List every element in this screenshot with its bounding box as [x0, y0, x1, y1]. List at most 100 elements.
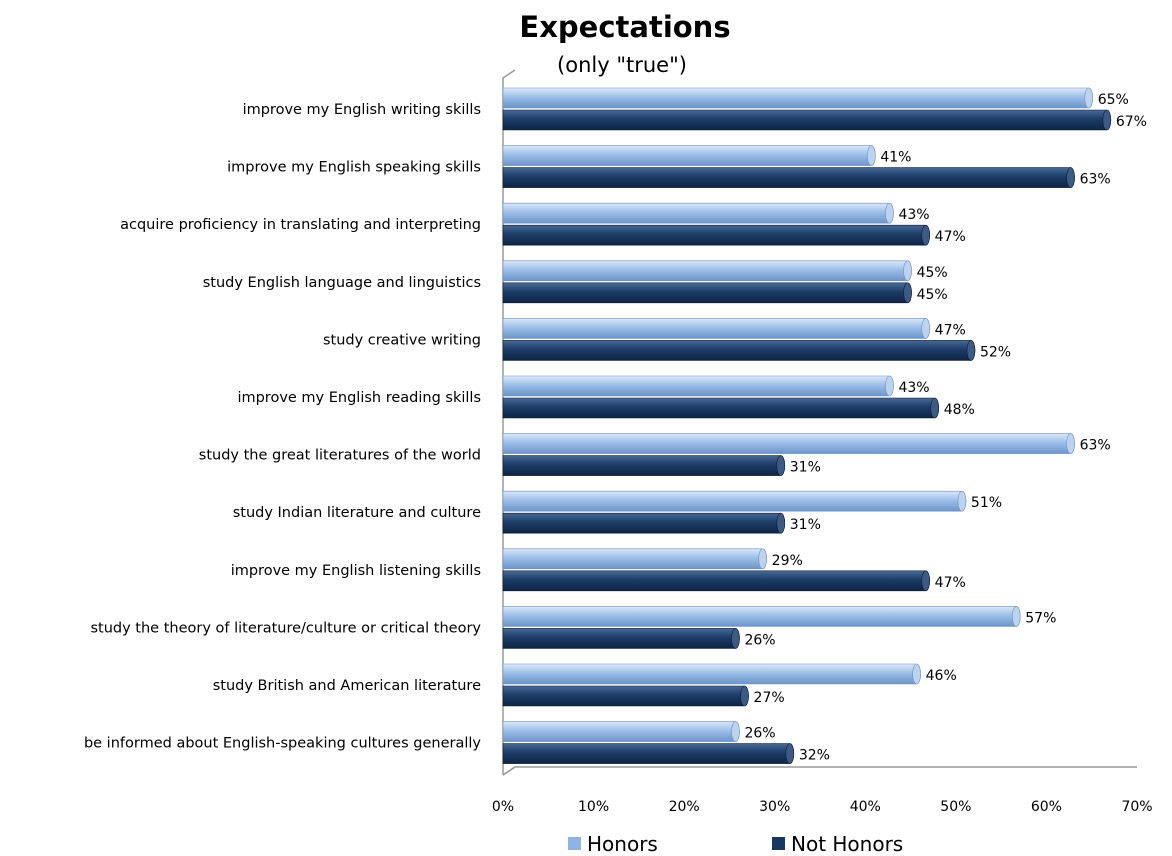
bar-honors [502, 145, 876, 166]
bar-cap [903, 282, 912, 304]
bar-cap [776, 455, 786, 476]
data-label: 67% [1116, 114, 1147, 130]
bar-honors [502, 202, 894, 224]
chart-subtitle: (only "true") [557, 53, 687, 77]
bar-not-honors [502, 570, 930, 592]
bar-not-honors [502, 340, 976, 361]
category-label: study English language and linguistics [203, 275, 481, 291]
bar-not-honors [502, 685, 749, 707]
category-label: study Indian literature and culture [233, 505, 481, 521]
bar-cap [930, 397, 940, 419]
data-label: 45% [917, 265, 948, 281]
legend-swatch [772, 837, 785, 850]
data-label: 63% [1080, 172, 1111, 188]
bar-cap [740, 685, 749, 707]
category-label: be informed about English-speaking cultu… [84, 736, 481, 752]
data-label: 32% [799, 748, 830, 764]
data-label: 27% [754, 690, 785, 706]
bar-cap [921, 318, 930, 339]
bar-cap [731, 721, 740, 742]
bar-honors [502, 490, 967, 512]
data-label: 45% [917, 287, 948, 303]
x-tick-label: 10% [578, 799, 609, 815]
x-tick-label: 30% [759, 799, 790, 815]
category-label: study British and American literature [213, 678, 481, 694]
data-label: 29% [772, 553, 803, 569]
bar-cap [867, 145, 876, 166]
y-axis-wall [502, 69, 516, 775]
bar-cap [921, 224, 930, 246]
category-label: study the theory of literature/culture o… [90, 620, 481, 636]
bar-not-honors [502, 628, 740, 649]
bar-not-honors [502, 109, 1112, 131]
bar-honors [502, 548, 767, 570]
chart-title: Expectations [519, 10, 730, 44]
data-label: 43% [898, 207, 929, 223]
legend-swatch [568, 837, 581, 850]
x-tick-labels: 0% 10% 20% 30% 40% 50% 60% 70% [492, 799, 1153, 815]
bar-not-honors [502, 224, 930, 246]
bar-cap [731, 628, 740, 649]
bar-honors [502, 87, 1094, 109]
bar-not-honors [502, 743, 795, 764]
category-label: improve my English listening skills [231, 563, 481, 579]
bar-cap [921, 570, 930, 592]
bar-honors [502, 663, 921, 685]
bar-cap [885, 375, 894, 397]
bar-not-honors [502, 455, 786, 476]
category-label: improve my English speaking skills [227, 160, 481, 176]
data-label: 46% [926, 668, 957, 684]
data-label: 48% [944, 402, 975, 418]
bar-cap [785, 743, 795, 764]
legend: Honors Not Honors [568, 832, 903, 856]
x-tick-label: 40% [850, 799, 881, 815]
data-label: 47% [935, 229, 966, 245]
bar-not-honors [502, 512, 786, 534]
x-tick-label: 50% [940, 799, 971, 815]
data-label: 31% [790, 460, 821, 476]
bar-honors [502, 721, 740, 742]
data-label: 57% [1025, 610, 1056, 626]
category-label: study the great literatures of the world [199, 448, 481, 464]
data-labels: 65% 67% 41% 63% 43% 47% 45% 45% 47% 52% 43% 48% 63% 3… [744, 92, 1146, 764]
x-tick-label: 70% [1121, 799, 1152, 815]
data-label: 43% [898, 380, 929, 396]
category-label: study creative writing [323, 332, 481, 348]
bar-not-honors [502, 282, 912, 304]
data-label: 26% [744, 726, 775, 742]
bar-honors [502, 375, 894, 397]
bar-honors [502, 606, 1021, 627]
bar-cap [1084, 87, 1094, 109]
data-label: 41% [880, 150, 911, 166]
bar-cap [1066, 433, 1075, 454]
legend-label: Not Honors [791, 832, 903, 856]
bar-cap [1066, 167, 1075, 188]
bar-cap [776, 512, 786, 534]
category-label: improve my English reading skills [237, 390, 481, 406]
data-label: 65% [1098, 92, 1129, 108]
category-label: improve my English writing skills [243, 102, 481, 118]
category-label: acquire proficiency in translating and i… [120, 217, 481, 233]
data-label: 47% [935, 575, 966, 591]
bar-honors [502, 318, 930, 339]
legend-label: Honors [587, 832, 658, 856]
bar-cap [885, 202, 894, 224]
bar-not-honors [502, 167, 1075, 188]
data-label: 63% [1080, 438, 1111, 454]
bar-cap [1102, 109, 1112, 131]
bar-cap [957, 490, 967, 512]
x-tick-label: 0% [492, 799, 514, 815]
bar-cap [1011, 606, 1021, 627]
category-labels: improve my English writing skills improve… [84, 102, 481, 752]
axis-corner [502, 766, 516, 776]
bar-cap [966, 340, 976, 361]
data-label: 51% [971, 495, 1002, 511]
data-label: 47% [935, 322, 966, 338]
bar-not-honors [502, 397, 940, 419]
bar-honors [502, 260, 912, 282]
bar-cap [912, 663, 921, 685]
bar-honors [502, 433, 1075, 454]
x-axis-floor [502, 766, 1137, 776]
bars [502, 87, 1112, 764]
